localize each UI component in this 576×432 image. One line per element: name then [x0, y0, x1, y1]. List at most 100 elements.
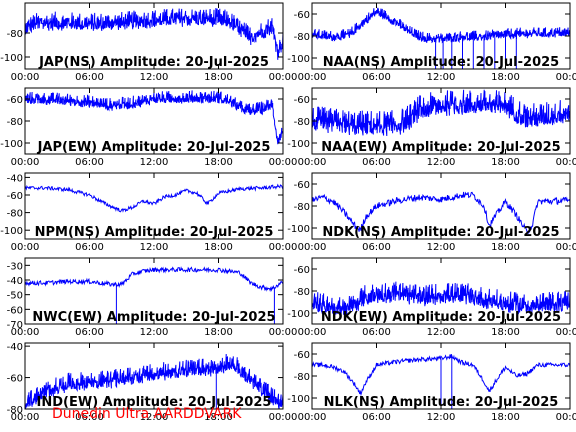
y-tick-label: -80: [7, 29, 23, 40]
x-tick-label: 18:00: [491, 157, 520, 168]
y-tick-label: -100: [287, 139, 310, 150]
y-tick-label: -100: [287, 54, 310, 65]
y-tick-label: -60: [7, 305, 23, 316]
data-trace: [25, 90, 283, 145]
panel-2: -60 -80 -100 00:00 06:00 12:00 18:00 00:00 NAA(N…: [287, 2, 576, 83]
x-tick-label: 12:00: [427, 72, 456, 83]
x-tick-label: 12:00: [427, 157, 456, 168]
y-tick-label: -30: [7, 261, 23, 272]
y-tick-label: -60: [7, 374, 23, 385]
y-tick-label: -100: [0, 226, 23, 237]
x-tick-label: 00:00: [298, 72, 327, 83]
x-tick-label: 00:00: [11, 72, 40, 83]
x-tick-label: 00:00: [11, 327, 40, 338]
panel-title: JAP(EW) Amplitude: 20-Jul-2025: [37, 140, 271, 155]
x-tick-label: 00:00: [298, 327, 327, 338]
y-tick-label: -80: [7, 117, 23, 128]
y-tick-label: -80: [7, 209, 23, 220]
x-tick-label: 06:00: [362, 157, 391, 168]
data-trace: [25, 7, 283, 60]
x-tick-label: 12:00: [427, 412, 456, 423]
data-trace: [312, 281, 570, 317]
y-tick-label: -100: [0, 139, 23, 150]
x-tick-label: 18:00: [204, 157, 233, 168]
x-tick-label: 18:00: [204, 242, 233, 253]
y-tick-label: -60: [7, 95, 23, 106]
y-tick-label: -80: [294, 202, 310, 213]
x-tick-label: 00:00: [269, 157, 298, 168]
panel-title: NLK(NS) Amplitude: 20-Jul-2025: [324, 395, 559, 410]
panel-title: NDK(EW) Amplitude: 20-Jul-2025: [321, 310, 561, 325]
y-tick-label: -40: [7, 276, 23, 287]
x-tick-label: 12:00: [427, 242, 456, 253]
y-tick-label: -60: [294, 265, 310, 276]
y-tick-label: -100: [0, 53, 23, 64]
panel-5: -40 -60 -80 -100 00:00 06:00 12:00 18:00 00:00 NP…: [0, 172, 298, 253]
panel-title: NWC(EW) Amplitude: 20-Jul-2025: [32, 310, 275, 325]
x-tick-label: 06:00: [362, 412, 391, 423]
panel-8: -60 -80 -100 00:00 06:00 12:00 18:00 00:00 NDK(E…: [287, 257, 576, 338]
y-tick-label: -70: [7, 320, 23, 331]
x-tick-label: 00:00: [269, 72, 298, 83]
x-tick-label: 18:00: [204, 412, 233, 423]
x-tick-label: 12:00: [427, 327, 456, 338]
y-tick-label: -80: [294, 287, 310, 298]
x-tick-label: 18:00: [491, 327, 520, 338]
panel-3: -60 -80 -100 00:00 06:00 12:00 18:00 00:00 JAP(E…: [0, 87, 298, 168]
x-tick-label: 00:00: [269, 327, 298, 338]
data-trace: [312, 354, 570, 409]
y-tick-label: -80: [294, 117, 310, 128]
y-tick-label: -100: [287, 309, 310, 320]
x-tick-label: 00:00: [269, 242, 298, 253]
y-tick-label: -40: [7, 342, 23, 353]
x-tick-label: 00:00: [556, 72, 576, 83]
x-tick-label: 12:00: [140, 412, 169, 423]
y-tick-label: -60: [7, 191, 23, 202]
panel-title: NPM(NS) Amplitude: 20-Jul-2025: [35, 225, 274, 240]
panel-title: JAP(NS) Amplitude: 20-Jul-2025: [38, 55, 269, 70]
x-tick-label: 18:00: [204, 72, 233, 83]
x-tick-label: 06:00: [75, 242, 104, 253]
panel-6: -60 -80 -100 00:00 06:00 12:00 18:00 00:00 NDK(N…: [287, 172, 576, 253]
data-trace: [25, 266, 283, 324]
y-tick-label: -50: [7, 291, 23, 302]
x-tick-label: 18:00: [491, 72, 520, 83]
x-tick-label: 06:00: [75, 327, 104, 338]
y-tick-label: -80: [294, 32, 310, 43]
x-tick-label: 00:00: [556, 157, 576, 168]
panel-title: NAA(NS) Amplitude: 20-Jul-2025: [323, 55, 559, 70]
x-tick-label: 06:00: [75, 72, 104, 83]
x-tick-label: 06:00: [362, 327, 391, 338]
x-tick-label: 00:00: [298, 242, 327, 253]
y-tick-label: -80: [7, 405, 23, 416]
x-tick-label: 06:00: [362, 72, 391, 83]
x-tick-label: 12:00: [140, 327, 169, 338]
footer-label: Dunedin Ultra AARDDVARK: [52, 406, 242, 422]
y-tick-label: -100: [287, 394, 310, 405]
x-tick-label: 18:00: [204, 327, 233, 338]
x-tick-label: 00:00: [11, 242, 40, 253]
x-tick-label: 12:00: [140, 157, 169, 168]
x-tick-label: 06:00: [362, 242, 391, 253]
panel-title: NDK(NS) Amplitude: 20-Jul-2025: [322, 225, 559, 240]
x-tick-label: 12:00: [140, 242, 169, 253]
x-tick-label: 00:00: [269, 412, 298, 423]
panel-title: NAA(EW) Amplitude: 20-Jul-2025: [321, 140, 560, 155]
x-tick-label: 00:00: [11, 157, 40, 168]
data-trace: [25, 183, 283, 213]
y-tick-label: -60: [294, 350, 310, 361]
data-trace: [312, 191, 570, 235]
data-trace: [312, 89, 570, 137]
x-tick-label: 00:00: [556, 242, 576, 253]
x-tick-label: 00:00: [556, 327, 576, 338]
y-tick-label: -80: [294, 372, 310, 383]
x-tick-label: 06:00: [75, 412, 104, 423]
y-tick-label: -60: [294, 180, 310, 191]
x-tick-label: 00:00: [11, 412, 40, 423]
x-tick-label: 18:00: [491, 412, 520, 423]
x-tick-label: 18:00: [491, 242, 520, 253]
